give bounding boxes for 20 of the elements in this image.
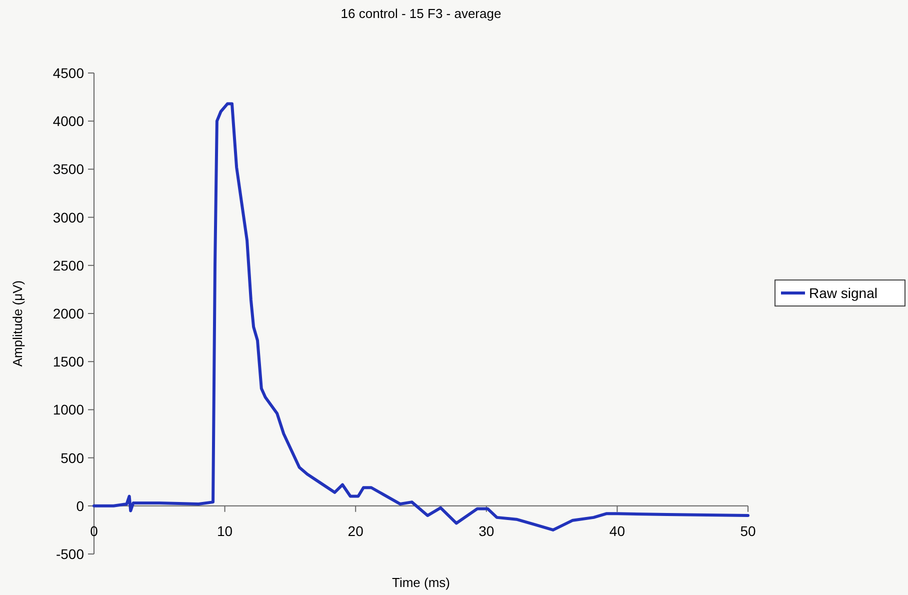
y-tick-label: -500 bbox=[56, 546, 84, 562]
legend-label: Raw signal bbox=[809, 285, 878, 301]
x-tick-label: 20 bbox=[348, 522, 364, 539]
y-tick-label: 4500 bbox=[52, 65, 84, 81]
y-axis-title: Amplitude (μV) bbox=[10, 280, 25, 367]
x-axis-title: Time (ms) bbox=[392, 575, 450, 590]
y-tick-label: 500 bbox=[60, 450, 84, 466]
y-tick-label: 1500 bbox=[52, 354, 84, 370]
y-tick-label: 2500 bbox=[52, 257, 84, 274]
y-tick-label: 0 bbox=[76, 498, 84, 514]
y-tick-label: 4000 bbox=[52, 113, 84, 130]
x-tick-label: 50 bbox=[740, 522, 756, 539]
y-tick-label: 2000 bbox=[52, 306, 84, 322]
chart-title: 16 control - 15 F3 - average bbox=[340, 6, 502, 21]
y-tick-label: 3000 bbox=[52, 209, 84, 226]
x-tick-label: 10 bbox=[217, 522, 233, 539]
y-tick-label: 3500 bbox=[52, 161, 84, 178]
y-tick-label: 1000 bbox=[52, 402, 84, 418]
x-tick-label: 30 bbox=[478, 522, 494, 539]
x-tick-label: 40 bbox=[609, 522, 626, 539]
